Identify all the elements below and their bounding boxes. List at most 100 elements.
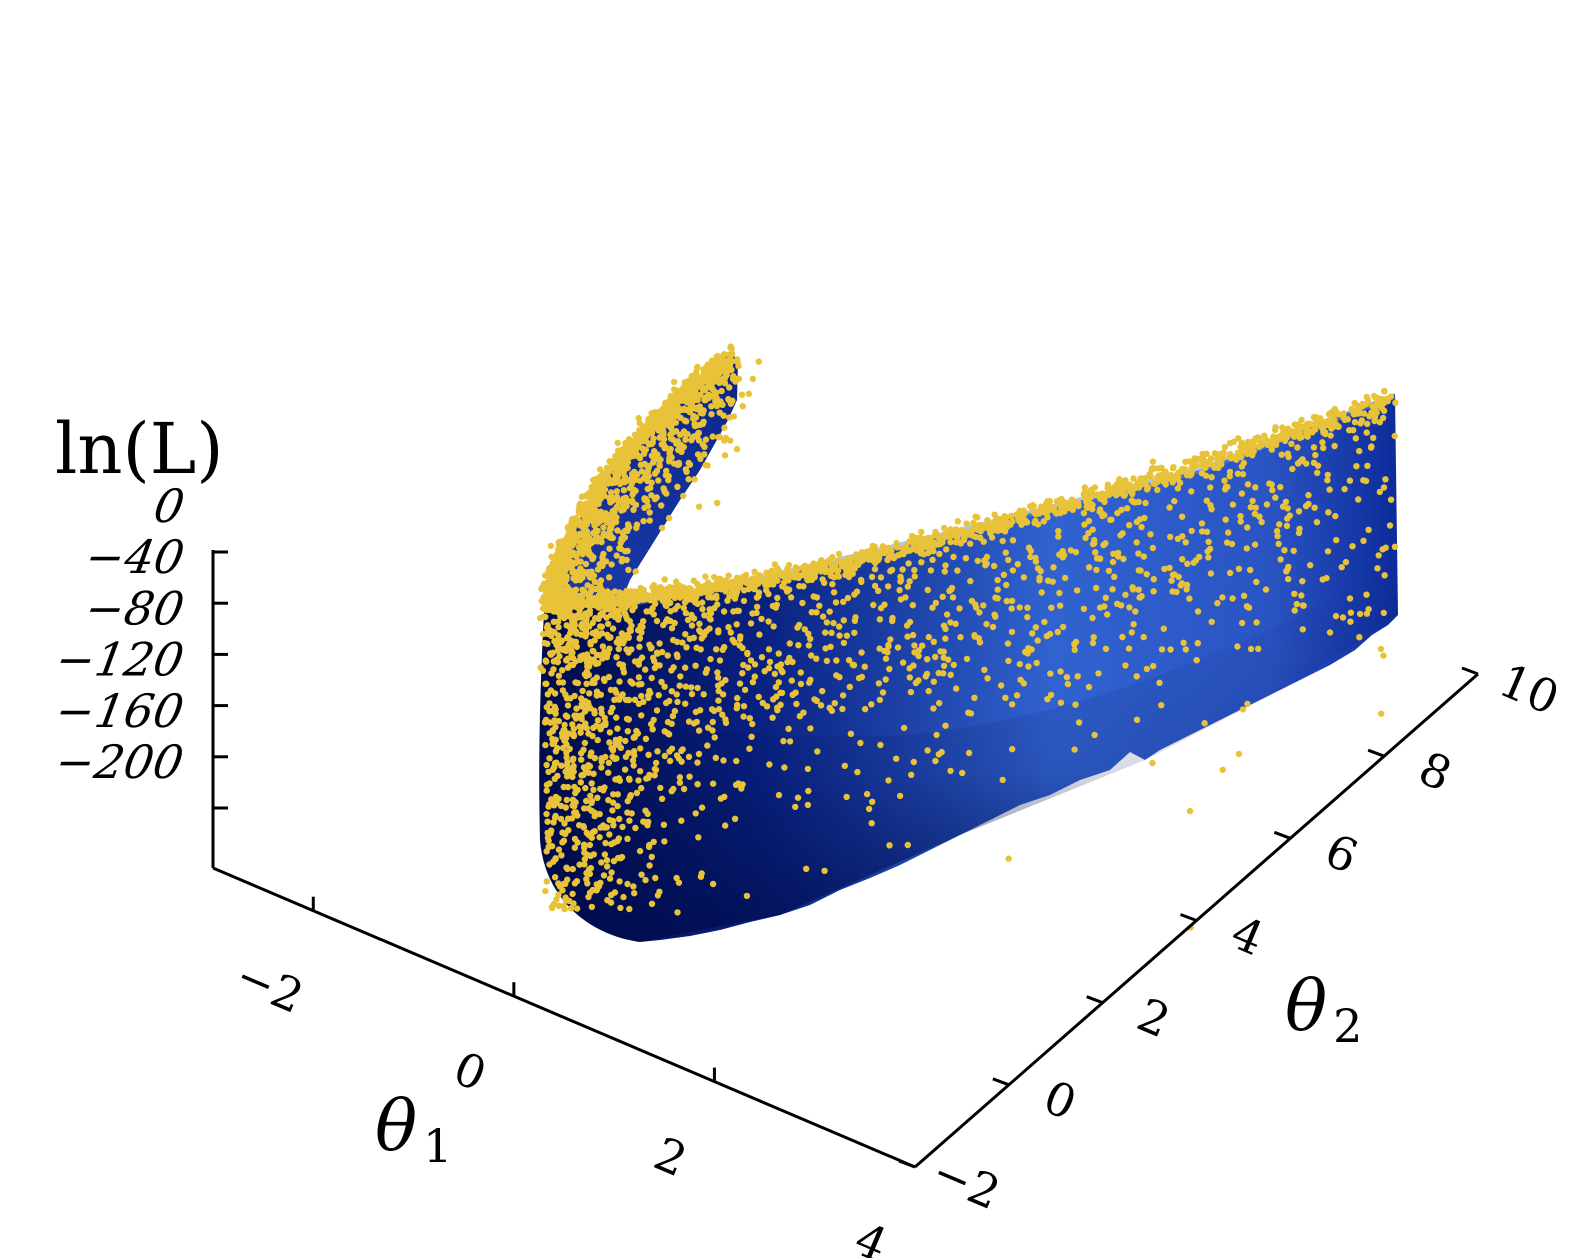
sample-point <box>943 546 950 553</box>
sample-point <box>925 633 932 641</box>
sample-point <box>552 812 559 820</box>
sample-point <box>566 552 574 559</box>
sample-point <box>571 642 579 649</box>
sample-point <box>1135 550 1142 557</box>
sample-point <box>1246 449 1254 456</box>
sample-point <box>617 693 625 700</box>
sample-point <box>943 611 951 618</box>
sample-point <box>1020 574 1028 581</box>
sample-point <box>1024 604 1031 611</box>
sample-point <box>1219 766 1226 773</box>
sample-point <box>1363 429 1370 436</box>
sample-point <box>671 707 679 715</box>
sample-point <box>1047 670 1054 677</box>
sample-point <box>851 629 858 636</box>
sample-point <box>638 468 646 475</box>
sample-point <box>1269 437 1276 444</box>
sample-point <box>638 871 645 878</box>
sample-point <box>772 604 779 611</box>
sample-point <box>940 662 948 670</box>
sample-point <box>1025 663 1032 670</box>
sample-point <box>1122 591 1129 598</box>
sample-point <box>551 717 558 724</box>
sample-point <box>560 730 567 737</box>
sample-point <box>1244 481 1252 488</box>
sample-point <box>650 838 657 846</box>
x-tick-label: 0 <box>446 1041 494 1102</box>
sample-point <box>1305 491 1312 499</box>
sample-point <box>909 533 917 540</box>
sample-point <box>1196 553 1203 561</box>
sample-point <box>594 794 601 801</box>
sample-point <box>569 649 576 656</box>
sample-point <box>1191 455 1198 462</box>
sample-point <box>638 712 645 719</box>
sample-point <box>635 674 643 681</box>
sample-point <box>1111 573 1118 580</box>
sample-point <box>547 542 555 550</box>
sample-point <box>819 613 827 620</box>
sample-point <box>1332 512 1339 520</box>
sample-point <box>1071 646 1078 654</box>
sample-point <box>640 450 648 457</box>
sample-point <box>542 657 549 664</box>
sample-point <box>658 502 665 509</box>
sample-point <box>571 880 579 887</box>
sample-point <box>1211 450 1219 457</box>
sample-point <box>621 766 629 773</box>
sample-point <box>909 538 917 546</box>
sample-point <box>624 880 631 888</box>
sample-point <box>748 733 755 740</box>
sample-point <box>543 761 550 769</box>
sample-point <box>608 869 615 876</box>
sample-point <box>765 618 772 625</box>
sample-point <box>606 875 614 882</box>
sample-point <box>1194 640 1202 647</box>
sample-point <box>1206 545 1214 553</box>
sample-point <box>797 680 805 688</box>
sample-point <box>1124 505 1131 512</box>
sample-point <box>1003 581 1010 589</box>
sample-point <box>1225 529 1232 536</box>
sample-point <box>805 642 813 649</box>
sample-point <box>754 580 762 587</box>
y-tick-mark <box>1086 995 1104 1005</box>
sample-point <box>1024 650 1031 657</box>
sample-point <box>661 683 668 690</box>
sample-point <box>774 594 781 602</box>
sample-point <box>823 567 830 574</box>
sample-point <box>766 761 773 768</box>
sample-point <box>682 683 689 690</box>
sample-point <box>1096 508 1103 515</box>
sample-point <box>992 613 999 620</box>
sample-point <box>650 654 657 661</box>
sample-point <box>713 594 720 602</box>
sample-point <box>582 672 590 680</box>
sample-point <box>1298 416 1305 424</box>
sample-point <box>973 604 980 611</box>
sample-point <box>1024 613 1031 621</box>
sample-point <box>624 728 631 735</box>
sample-point <box>1130 475 1137 482</box>
sample-point <box>1276 521 1283 528</box>
sample-point <box>646 440 653 447</box>
sample-point <box>586 841 594 849</box>
sample-point <box>596 810 603 818</box>
sample-point <box>725 624 732 631</box>
sample-point <box>564 783 572 791</box>
sample-point <box>1047 691 1055 699</box>
sample-point <box>646 862 653 869</box>
sample-point <box>963 655 971 663</box>
sample-point <box>648 900 656 907</box>
sample-point <box>609 704 616 712</box>
sample-point <box>569 542 576 549</box>
sample-point <box>542 605 549 612</box>
sample-point <box>581 844 588 851</box>
sample-point <box>816 602 823 609</box>
sample-point <box>1168 577 1175 584</box>
sample-point <box>598 705 605 712</box>
sample-point <box>585 516 593 523</box>
sample-point <box>808 652 815 659</box>
sample-point <box>548 575 555 583</box>
sample-point <box>1072 701 1079 708</box>
